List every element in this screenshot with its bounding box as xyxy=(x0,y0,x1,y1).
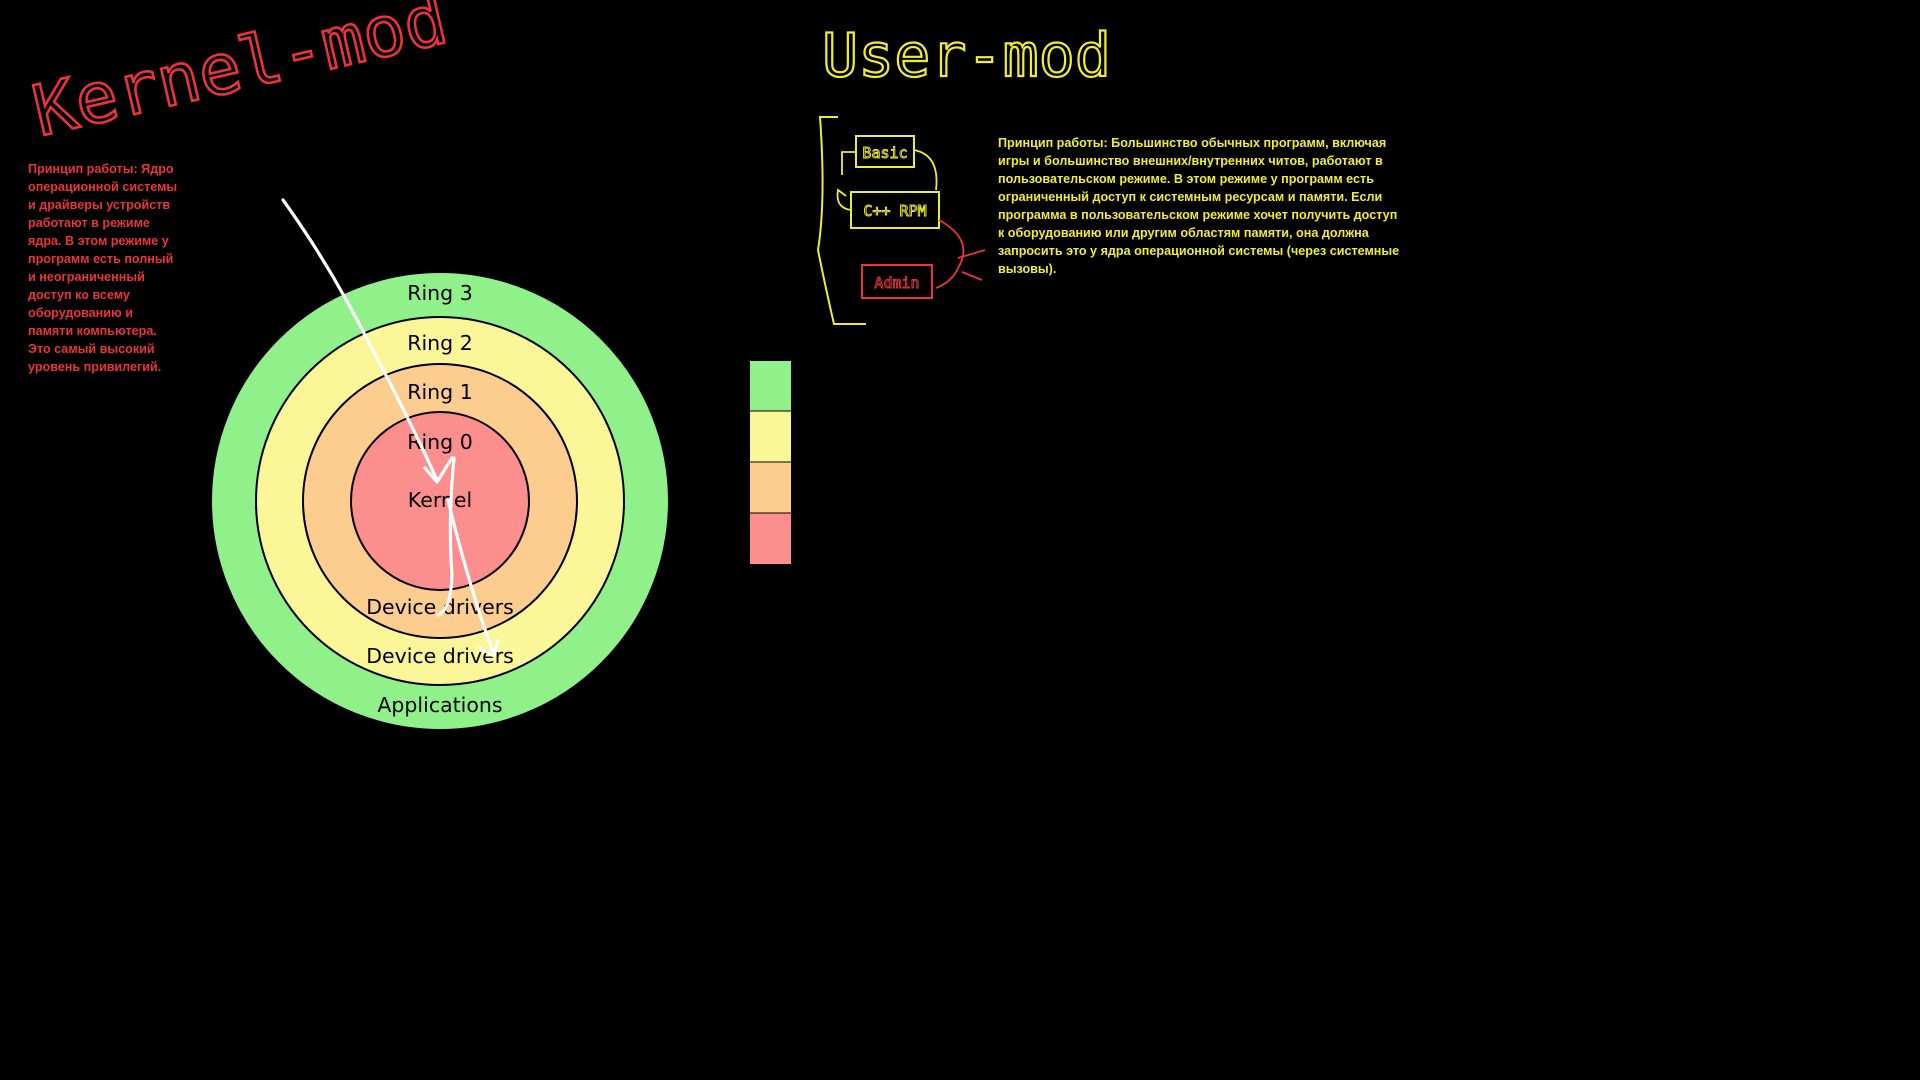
kernel-mode-heading: Kernel-mod xyxy=(25,0,454,153)
user-mode-heading: User-mod xyxy=(822,21,1111,91)
ring-2-label: Ring 2 xyxy=(407,331,473,355)
arrow-head-drivers xyxy=(478,639,500,658)
sketch-label-basic: Basic xyxy=(862,144,907,162)
ring-0-circle xyxy=(350,411,530,591)
protection-rings: Ring 3 Ring 2 Ring 1 Ring 0 Kernel Devic… xyxy=(210,271,670,731)
ring-0-label: Ring 0 xyxy=(407,430,473,454)
sketch-box-admin xyxy=(861,264,933,299)
sketch-connector-basic-rpm xyxy=(913,149,938,191)
sketch-cross-mark xyxy=(957,249,986,281)
hand-drawn-arrow xyxy=(281,198,500,658)
user-mode-description: Принцип работы: Большинство обычных прог… xyxy=(998,136,1400,276)
arrow-head-kernel xyxy=(423,456,454,484)
ring-1-label: Ring 1 xyxy=(407,380,473,404)
user-mode-sketch: Basic C++ RPM Admin xyxy=(816,116,986,325)
sketch-bracket xyxy=(816,116,866,325)
arrow-shaft-upper xyxy=(281,198,439,482)
sketch-connector-rpm-admin xyxy=(935,219,965,289)
kernel-label: Kernel xyxy=(408,488,472,512)
kernel-mode-description: Принцип работы: Ядро операционной систем… xyxy=(28,162,178,374)
legend-swatch-ring-0 xyxy=(750,513,791,564)
legend-swatch-ring-3 xyxy=(750,361,791,411)
arrow-shaft-lower xyxy=(446,498,495,654)
sketch-label-rpm: C++ RPM xyxy=(863,202,926,220)
sketch-connector-basic-left xyxy=(841,151,856,175)
sketch-connector-rpm-loop xyxy=(836,188,852,211)
color-legend xyxy=(750,361,791,564)
legend-swatch-ring-2 xyxy=(750,411,791,462)
applications-label: Applications xyxy=(377,693,502,717)
legend-swatch-ring-1 xyxy=(750,462,791,513)
sketch-label-admin: Admin xyxy=(874,274,919,292)
ring-3-label: Ring 3 xyxy=(407,281,473,305)
arrow-shaft-loop xyxy=(436,456,456,617)
device-drivers-outer-label: Device drivers xyxy=(366,644,514,668)
